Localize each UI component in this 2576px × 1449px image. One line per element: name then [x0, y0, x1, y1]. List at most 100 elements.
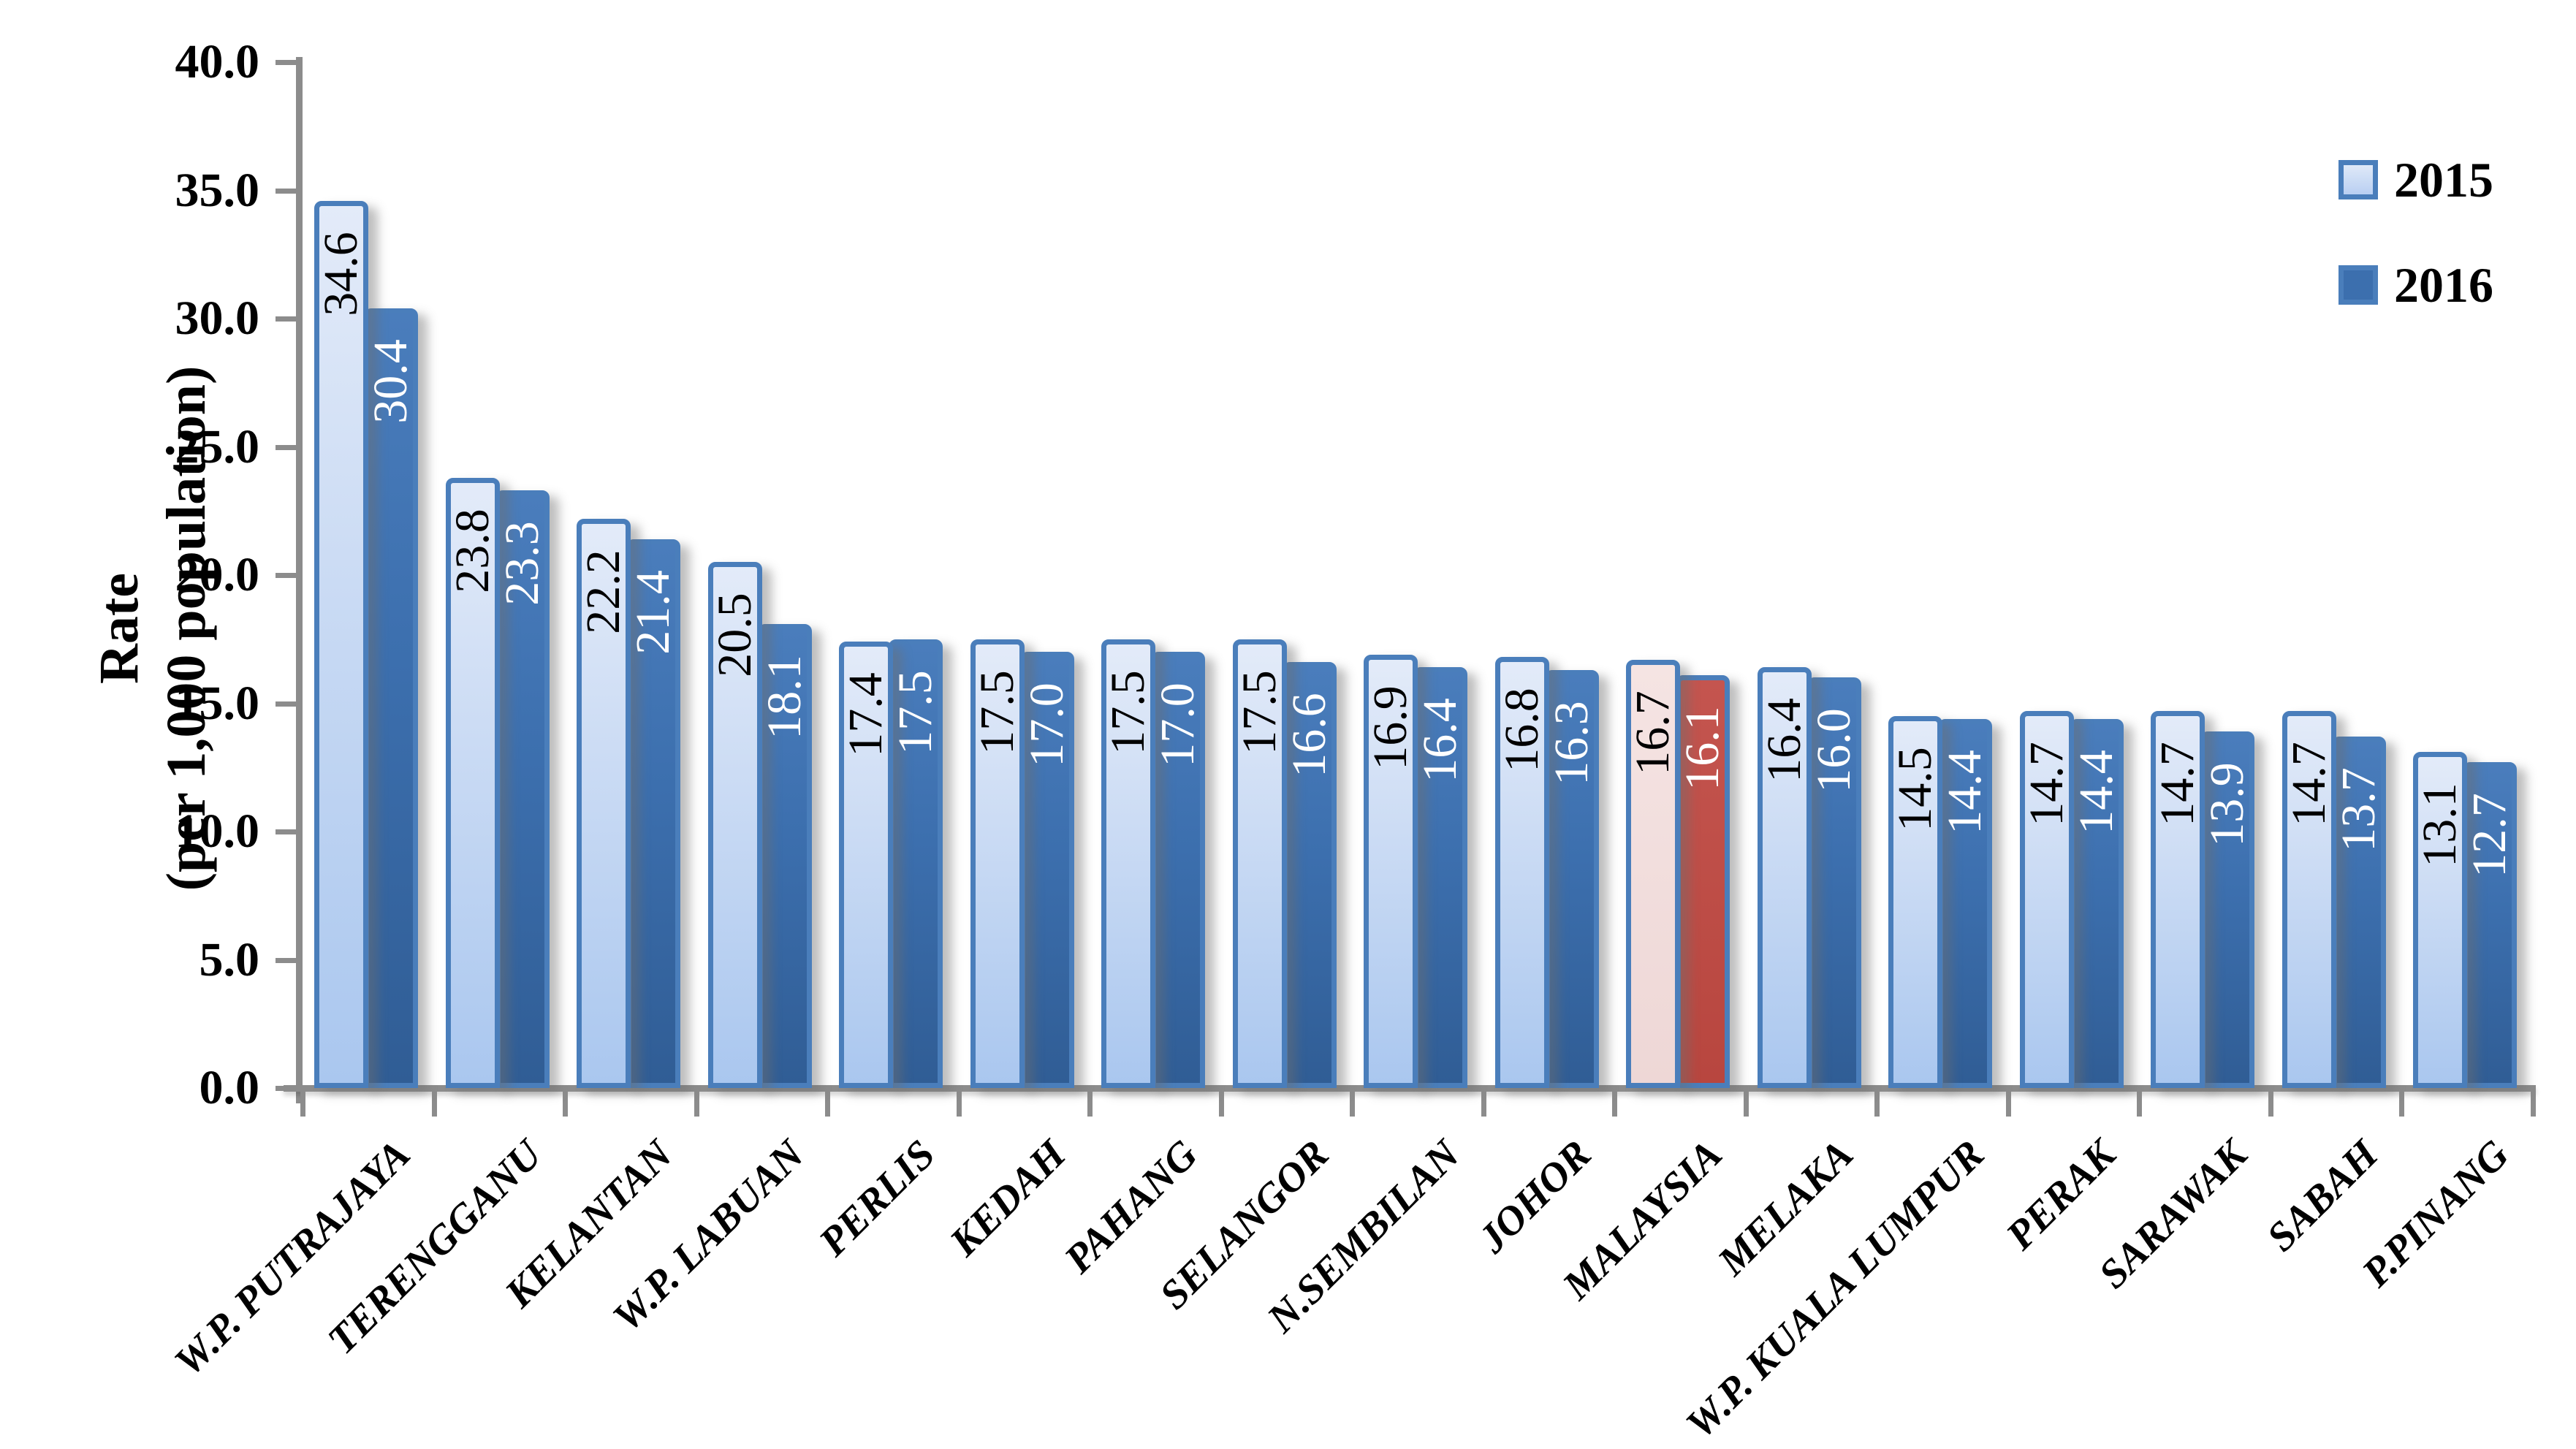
y-tick-label: 15.0 [175, 676, 260, 730]
bar-label-2016-melaka: 16.0 [1806, 708, 1861, 794]
bar-label-2016-p-pinang: 12.7 [2463, 793, 2516, 878]
bar-2015-terengganu [445, 477, 500, 1088]
y-tick-label: 5.0 [199, 932, 260, 986]
y-tick-mark [276, 829, 296, 834]
y-tick-label: 30.0 [175, 292, 260, 345]
x-tick-mark [563, 1092, 568, 1117]
legend-item-2015: 2015 [2338, 152, 2493, 208]
x-tick-mark [694, 1092, 699, 1117]
bar-label-2015-perlis: 17.4 [839, 672, 892, 758]
bar-label-2015-pahang: 17.5 [1101, 670, 1155, 755]
bar-2015-w-p-putrajaya [314, 200, 368, 1088]
bar-label-2016-kelantan: 21.4 [626, 570, 680, 655]
bar-2015-malaysia [1626, 659, 1680, 1088]
bar-2016-selangor [1282, 662, 1337, 1088]
x-tick-mark [2399, 1092, 2404, 1117]
bar-2015-pahang [1101, 639, 1155, 1088]
legend-swatch-2015-icon [2338, 160, 2378, 199]
bar-2015-selangor [1232, 639, 1287, 1088]
bar-2016-sarawak [2200, 731, 2254, 1088]
bar-2015-w-p-labuan [707, 562, 762, 1088]
y-tick-mark [276, 573, 296, 578]
x-tick-mark [825, 1092, 830, 1117]
bar-2016-n-sembilan [1413, 667, 1467, 1088]
bar-label-2015-malaysia: 16.7 [1626, 691, 1679, 775]
legend-swatch-2016-icon [2338, 265, 2378, 305]
bar-label-2015-terengganu: 23.8 [445, 508, 499, 593]
y-tick-label: 20.0 [175, 548, 260, 601]
bar-label-2015-kelantan: 22.2 [577, 549, 630, 634]
x-tick-mark [1218, 1092, 1224, 1117]
bar-label-2015-melaka: 16.4 [1757, 698, 1811, 783]
x-tick-mark [1481, 1092, 1486, 1117]
x-tick-mark [2137, 1092, 2142, 1117]
bar-label-2015-w-p-putrajaya: 34.6 [314, 231, 368, 316]
bar-label-2016-perak: 14.4 [2069, 749, 2123, 834]
bar-2015-sabah [2281, 711, 2336, 1088]
bar-2015-melaka [1757, 667, 1812, 1088]
bar-label-2016-johor: 16.3 [1544, 701, 1598, 786]
legend: 2015 2016 [2338, 152, 2493, 313]
y-tick-label: 25.0 [175, 419, 260, 474]
bar-label-2015-n-sembilan: 16.9 [1364, 685, 1417, 770]
bar-label-2015-johor: 16.8 [1494, 688, 1549, 773]
y-tick-mark [276, 188, 296, 194]
legend-item-2016: 2016 [2338, 257, 2493, 313]
bar-label-2015-p-pinang: 13.1 [2413, 783, 2466, 867]
y-tick-label: 10.0 [175, 805, 260, 858]
x-tick-mark [431, 1092, 437, 1117]
bar-2015-w-p-kuala-lumpur [1888, 716, 1942, 1088]
bar-label-2015-w-p-kuala-lumpur: 14.5 [1888, 747, 1942, 832]
x-label-kedah: KEDAH [941, 1131, 1076, 1266]
bar-2015-kelantan [577, 518, 631, 1088]
bar-label-2016-w-p-labuan: 18.1 [757, 654, 811, 739]
bar-2015-p-pinang [2413, 752, 2467, 1088]
x-tick-mark [2268, 1092, 2273, 1117]
bar-label-2016-pahang: 17.0 [1151, 682, 1204, 768]
bar-label-2016-perlis: 17.5 [889, 670, 942, 755]
bar-2015-n-sembilan [1364, 654, 1418, 1088]
y-tick-label: 35.0 [175, 163, 260, 217]
x-tick-mark [1350, 1092, 1355, 1117]
bar-label-2016-kedah: 17.0 [1019, 682, 1074, 768]
x-tick-mark [956, 1092, 962, 1117]
bar-label-2016-n-sembilan: 16.4 [1413, 698, 1467, 783]
bar-2015-perak [2019, 711, 2074, 1088]
bar-label-2016-w-p-putrajaya: 30.4 [364, 339, 417, 424]
y-tick-label: 0.0 [199, 1061, 260, 1114]
bar-label-2015-sabah: 14.7 [2281, 742, 2336, 826]
bar-label-2016-terengganu: 23.3 [495, 521, 549, 606]
x-tick-mark [1612, 1092, 1617, 1117]
y-tick-mark [276, 60, 296, 65]
bar-label-2016-malaysia: 16.1 [1676, 706, 1729, 791]
bar-label-2015-selangor: 17.5 [1232, 670, 1286, 755]
x-axis-line [284, 1085, 2536, 1092]
x-label-sabah: SABAH [2258, 1131, 2387, 1260]
x-label-johor: JOHOR [1470, 1131, 1600, 1262]
bar-label-2016-selangor: 16.6 [1282, 693, 1336, 778]
x-tick-mark [2530, 1092, 2536, 1117]
y-tick-mark [276, 444, 296, 450]
legend-label-2015: 2015 [2394, 152, 2493, 208]
bar-label-2016-sabah: 13.7 [2331, 767, 2385, 852]
x-label-perak: PERAK [1997, 1131, 2125, 1259]
y-tick-mark [276, 316, 296, 322]
x-tick-mark [1087, 1092, 1093, 1117]
y-tick-mark [276, 701, 296, 707]
bar-label-2015-perak: 14.7 [2019, 742, 2073, 826]
bar-label-2015-kedah: 17.5 [970, 670, 1024, 755]
bar-2015-johor [1494, 657, 1549, 1088]
bar-label-2015-sarawak: 14.7 [2151, 742, 2204, 826]
x-label-w-p-putrajaya: W.P. PUTRAJAYA [166, 1131, 419, 1385]
y-axis-line [296, 57, 303, 1103]
x-tick-mark [1874, 1092, 1880, 1117]
bar-2015-perlis [839, 642, 893, 1088]
y-tick-label: 40.0 [175, 35, 260, 88]
bar-label-2015-w-p-labuan: 20.5 [707, 593, 761, 678]
x-tick-mark [300, 1092, 305, 1117]
y-tick-mark [276, 957, 296, 963]
bar-2015-sarawak [2151, 711, 2205, 1088]
y-tick-mark [276, 1086, 296, 1091]
bar-label-2016-w-p-kuala-lumpur: 14.4 [1938, 749, 1991, 834]
